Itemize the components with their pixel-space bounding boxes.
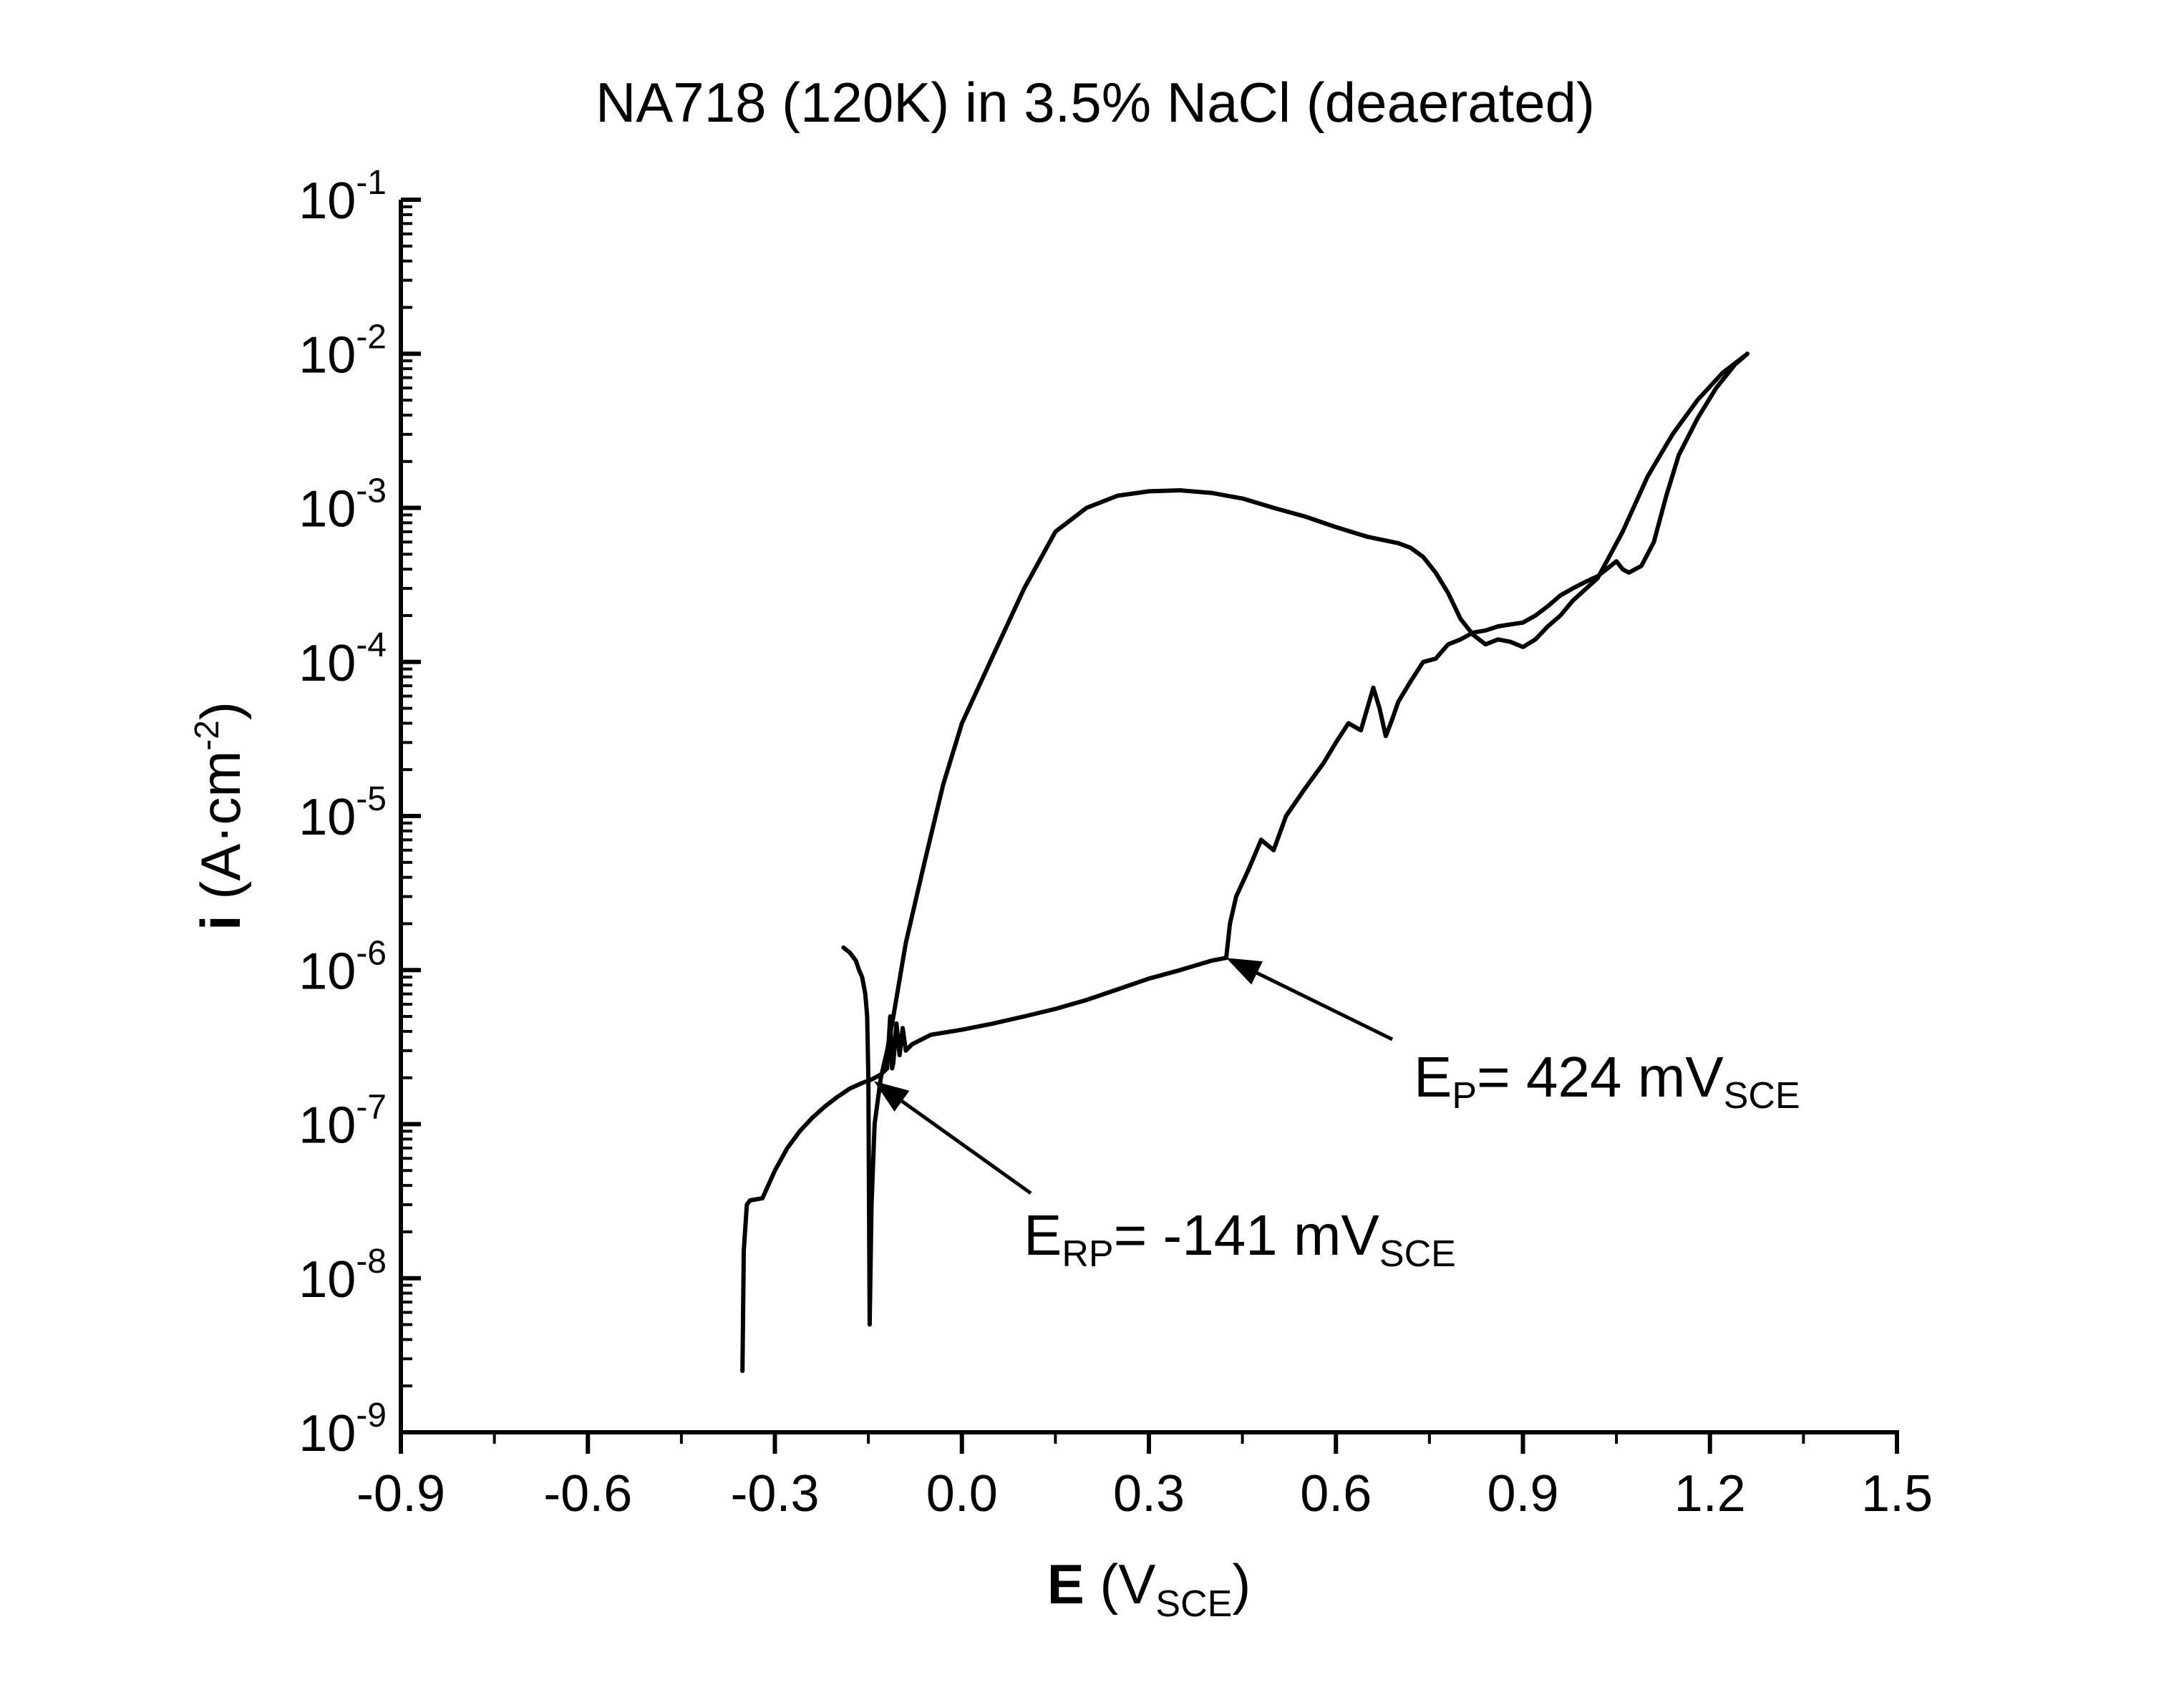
y-ticks: 10-9 10-8 10-7 10-6 10-5 10-4 10-3 10-2 10-1 bbox=[299, 164, 421, 1462]
x-tick-label: -0.3 bbox=[730, 1465, 819, 1522]
x-tick-label: -0.6 bbox=[543, 1465, 632, 1522]
annotation-label: ERP= -141 mVSCE bbox=[1024, 1203, 1456, 1275]
y-tick-label: 10-9 bbox=[299, 1397, 387, 1462]
x-tick-label: 0.3 bbox=[1113, 1465, 1185, 1522]
series-group bbox=[740, 351, 1749, 1374]
annotation-arrow-line bbox=[901, 1099, 1032, 1195]
y-tick-label: 10-8 bbox=[299, 1243, 387, 1308]
y-tick-label: 10-4 bbox=[299, 626, 387, 692]
annotation-arrow-head bbox=[1226, 958, 1263, 985]
annotation-group: EP= 424 mVSCE ERP= -141 mVSCE bbox=[873, 958, 1800, 1275]
x-tick-label: 1.2 bbox=[1674, 1465, 1746, 1522]
x-tick-label: 0.6 bbox=[1300, 1465, 1372, 1522]
y-tick-label: 10-7 bbox=[299, 1089, 387, 1155]
x-tick-label: 0.0 bbox=[926, 1465, 998, 1522]
series-line-2 bbox=[841, 351, 1749, 1327]
x-axis-label: E (VSCE) bbox=[1047, 1553, 1251, 1625]
x-ticks: -0.9 -0.6 -0.3 0.0 0.3 0.6 0.9 1.2 1.5 bbox=[356, 1432, 1933, 1522]
y-axis-label: i (A·cm-2) bbox=[188, 701, 252, 931]
y-tick-label: 10-3 bbox=[299, 472, 387, 538]
x-tick-label: -0.9 bbox=[356, 1465, 445, 1522]
chart-title: NA718 (120K) in 3.5% NaCl (deaerated) bbox=[596, 71, 1595, 134]
annotation-arrow-line bbox=[1256, 971, 1394, 1041]
annotation-arrow-head bbox=[873, 1081, 910, 1112]
y-tick-label: 10-5 bbox=[299, 780, 387, 846]
y-tick-label: 10-2 bbox=[299, 318, 387, 384]
y-tick-label: 10-1 bbox=[299, 164, 387, 230]
series-line-1 bbox=[740, 351, 1749, 1374]
x-tick-label: 1.5 bbox=[1861, 1465, 1933, 1522]
x-tick-label: 0.9 bbox=[1487, 1465, 1558, 1522]
y-tick-label: 10-6 bbox=[299, 934, 387, 1000]
annotation-label: EP= 424 mVSCE bbox=[1414, 1045, 1800, 1117]
